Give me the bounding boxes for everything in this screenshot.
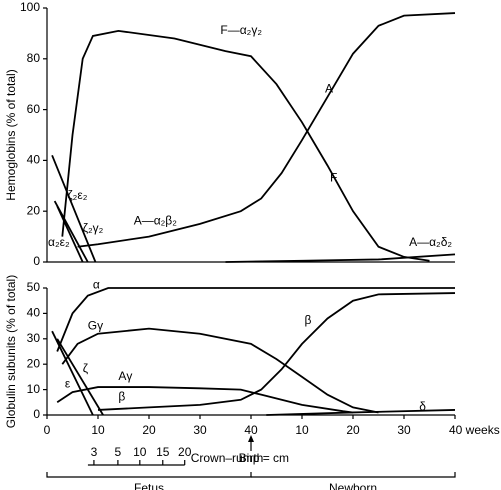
curve-label: A—α₂δ₂: [409, 235, 452, 249]
curve: [266, 409, 456, 416]
annotation: A: [325, 81, 333, 95]
crown-rump-tick-label: 10: [133, 445, 147, 459]
y-tick-label: 40: [27, 306, 41, 320]
x-tick-label: 0: [44, 423, 51, 437]
curve: [77, 12, 456, 248]
crown-rump-tick-label: 3: [91, 445, 98, 459]
curve: [56, 287, 455, 352]
curve-label: β: [118, 389, 125, 403]
curve-label: ζ₂γ₂: [83, 221, 104, 235]
period-label: Newborn: [329, 481, 377, 490]
curve-label: Gγ: [88, 318, 103, 332]
curve-label: ζ₂ε₂: [67, 188, 87, 202]
crown-rump-label: Crown–rump = cm: [191, 451, 289, 465]
x-tick-label: 20: [346, 423, 360, 437]
y-axis-label: Hemoglobins (% of total): [4, 69, 18, 200]
curve: [61, 327, 379, 414]
curve-label: β: [305, 313, 312, 327]
y-tick-label: 0: [33, 407, 40, 421]
curve: [97, 292, 456, 411]
birth-arrow-head: [248, 435, 254, 442]
curve-label: ζ: [83, 361, 89, 375]
curve-label: δ: [419, 400, 426, 414]
y-tick-label: 30: [27, 331, 41, 345]
annotation: F: [330, 170, 337, 184]
curve: [51, 154, 97, 263]
curve-label: Aγ: [118, 369, 132, 383]
y-tick-label: 20: [27, 356, 41, 370]
crown-rump-tick-label: 5: [115, 445, 122, 459]
y-tick-label: 10: [27, 382, 41, 396]
curve: [61, 29, 430, 262]
axis-line: [46, 8, 455, 263]
curve-label: α₂ε₂: [48, 235, 70, 249]
curve: [56, 386, 354, 414]
y-tick-label: 80: [27, 51, 41, 65]
curve-label: F—α₂γ₂: [220, 23, 262, 37]
x-tick-label: 40: [244, 423, 258, 437]
curve: [225, 253, 456, 263]
curve: [56, 205, 84, 263]
y-tick-label: 100: [20, 0, 40, 14]
curve: [56, 338, 104, 416]
x-tick-label: 10: [295, 423, 309, 437]
crown-rump-tick-label: 20: [178, 445, 192, 459]
y-tick-label: 60: [27, 102, 41, 116]
x-tick-label: 30: [397, 423, 411, 437]
y-axis-label: Globulin subunits (% of total): [4, 275, 18, 428]
newborn-bracket: [251, 472, 456, 478]
curve-label: ε: [65, 377, 71, 391]
x-tick-label: 20: [142, 423, 156, 437]
x-tick-label: 40 weeks: [449, 423, 500, 437]
axis-line: [46, 288, 455, 416]
curve-label: A—α₂β₂: [134, 214, 178, 228]
y-tick-label: 50: [27, 280, 41, 294]
birth-label: Birth: [239, 451, 264, 465]
y-tick-label: 40: [27, 153, 41, 167]
period-label: Fetus: [134, 481, 164, 490]
x-tick-label: 10: [91, 423, 105, 437]
x-tick-label: 30: [193, 423, 207, 437]
crown-rump-tick-label: 15: [156, 445, 170, 459]
fetus-bracket: [46, 472, 252, 478]
y-tick-label: 0: [33, 254, 40, 268]
curve: [51, 330, 94, 416]
y-tick-label: 20: [27, 203, 41, 217]
curve-label: α: [93, 278, 100, 292]
